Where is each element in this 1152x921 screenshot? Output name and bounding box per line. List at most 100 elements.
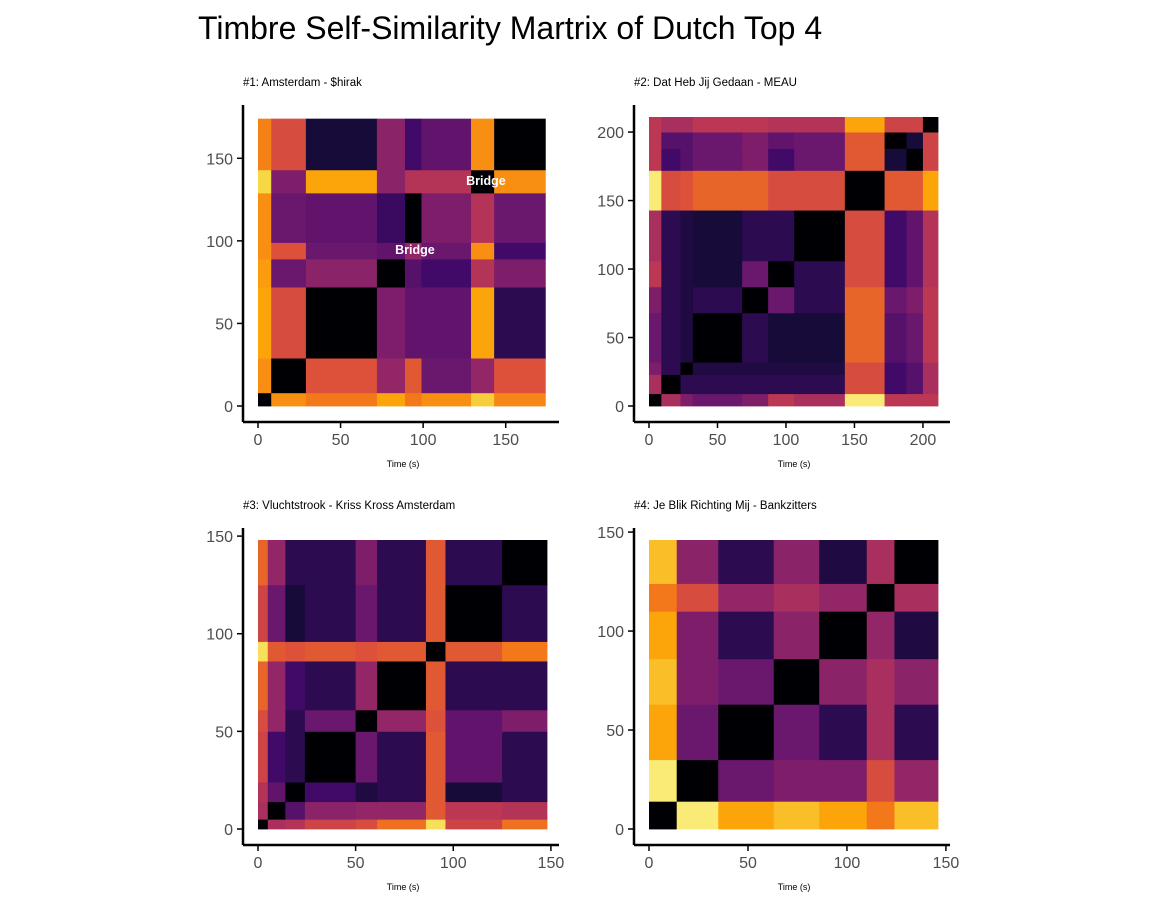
heatmap-cell bbox=[742, 312, 769, 363]
heatmap-panel-3: 0 50 100 150 0 50 100 150 Time (s) #3: Vluchtstro… bbox=[206, 500, 564, 892]
heatmap-cell bbox=[922, 312, 939, 363]
x-tick-label: 200 bbox=[910, 432, 937, 449]
heatmap-cell bbox=[258, 584, 269, 642]
heatmap-cell bbox=[676, 540, 719, 584]
heatmap-cell bbox=[794, 393, 846, 407]
heatmap-cell bbox=[425, 819, 446, 830]
heatmap-cell bbox=[768, 312, 795, 363]
heatmap-cell bbox=[304, 641, 357, 662]
heatmap-cell bbox=[768, 260, 795, 288]
heatmap-cell bbox=[819, 583, 868, 612]
heatmap-cell bbox=[844, 312, 885, 363]
heatmap-cell bbox=[819, 801, 868, 830]
heatmap-cell bbox=[404, 242, 422, 260]
heatmap-cell bbox=[502, 819, 548, 830]
heatmap-cell bbox=[819, 540, 868, 584]
heatmap-cell bbox=[680, 312, 694, 363]
heatmap-cell bbox=[742, 362, 769, 375]
heatmap-cell bbox=[258, 242, 272, 260]
heatmap-cell bbox=[305, 392, 378, 407]
heatmap-cell bbox=[285, 731, 306, 783]
heatmap-cell bbox=[819, 658, 868, 705]
heatmap-cell bbox=[494, 192, 546, 243]
heatmap-cell bbox=[906, 148, 924, 171]
heatmap-cell bbox=[884, 286, 907, 314]
heatmap-cell bbox=[649, 374, 662, 395]
heatmap-cell bbox=[355, 731, 378, 783]
heatmap-cell bbox=[494, 242, 546, 260]
heatmap-cell bbox=[376, 392, 406, 407]
heatmap-cell bbox=[305, 242, 378, 260]
heatmap-panel-1: 0 50 100 150 0 50 100 150 Time (s) #1: Amsterdam … bbox=[206, 77, 559, 469]
heatmap-cell bbox=[285, 819, 306, 830]
heatmap-cell bbox=[906, 210, 924, 262]
heatmap-cell bbox=[305, 169, 378, 194]
heatmap-cell bbox=[421, 358, 472, 394]
y-tick-label: 100 bbox=[206, 627, 233, 644]
heatmap-cell bbox=[305, 358, 378, 394]
heatmap-cell bbox=[649, 540, 678, 584]
heatmap-cell bbox=[377, 661, 427, 711]
heatmap-cell bbox=[906, 132, 924, 149]
heatmap-cell bbox=[258, 358, 272, 394]
heatmap-cell bbox=[844, 117, 885, 133]
panel-title: #3: Vluchtstrook - Kriss Kross Amsterdam bbox=[243, 500, 455, 512]
heatmap-cell bbox=[661, 117, 681, 133]
heatmap-cell bbox=[376, 192, 406, 243]
x-axis-title: Time (s) bbox=[778, 882, 811, 892]
heatmap-cell bbox=[258, 287, 272, 359]
heatmap-cell bbox=[404, 392, 422, 407]
heatmap-cell bbox=[866, 540, 895, 584]
heatmap-cell bbox=[768, 132, 795, 149]
heatmap-cell bbox=[884, 312, 907, 363]
heatmap-cell bbox=[421, 192, 472, 243]
heatmap-cell bbox=[267, 661, 286, 711]
heatmap-cell bbox=[680, 132, 694, 149]
heatmap-cell bbox=[649, 117, 662, 133]
heatmap-cell bbox=[773, 704, 820, 761]
y-tick-label: 100 bbox=[206, 234, 233, 251]
heatmap-cell bbox=[421, 242, 472, 260]
x-axis-title: Time (s) bbox=[387, 459, 420, 469]
heatmap-cell bbox=[285, 584, 306, 642]
heatmap-cell bbox=[404, 118, 422, 171]
heatmap-cell bbox=[742, 286, 769, 314]
x-tick-label: 150 bbox=[492, 432, 519, 449]
y-tick-label: 150 bbox=[206, 529, 233, 546]
heatmap-cell bbox=[377, 782, 427, 803]
heatmap-cell bbox=[305, 287, 378, 359]
heatmap-cell bbox=[267, 709, 286, 732]
x-tick-label: 0 bbox=[254, 432, 263, 449]
heatmap-cell bbox=[267, 731, 286, 783]
heatmap-cell bbox=[794, 210, 846, 262]
heatmap-cell bbox=[794, 312, 846, 363]
heatmap-cell bbox=[304, 731, 357, 783]
heatmap-cell bbox=[377, 709, 427, 732]
annotation-label: Bridge bbox=[395, 243, 435, 257]
heatmap-cell bbox=[922, 132, 939, 149]
heatmap-cell bbox=[376, 169, 406, 194]
heatmap-cell bbox=[649, 148, 662, 171]
heatmap-cell bbox=[258, 661, 269, 711]
heatmap-cell bbox=[376, 242, 406, 260]
heatmap-cell bbox=[502, 661, 548, 711]
heatmap-cell bbox=[661, 374, 681, 395]
x-axis-title: Time (s) bbox=[778, 459, 811, 469]
heatmap-cell bbox=[649, 132, 662, 149]
heatmap-cell bbox=[471, 192, 495, 243]
heatmap-cell bbox=[866, 583, 895, 612]
y-tick-label: 200 bbox=[597, 125, 624, 142]
heatmap-cell bbox=[906, 286, 924, 314]
heatmap-cell bbox=[884, 132, 907, 149]
heatmap-cell bbox=[355, 819, 378, 830]
heatmap-cell bbox=[471, 242, 495, 260]
heatmap-cell bbox=[884, 393, 907, 407]
heatmap-cell bbox=[377, 540, 427, 586]
heatmap-cell bbox=[844, 260, 885, 288]
heatmap-cell bbox=[922, 117, 939, 133]
heatmap-cell bbox=[692, 117, 743, 133]
heatmap-cell bbox=[445, 641, 503, 662]
heatmap-cell bbox=[421, 259, 472, 288]
heatmap-cell bbox=[692, 312, 743, 363]
heatmap-cell bbox=[768, 148, 795, 171]
